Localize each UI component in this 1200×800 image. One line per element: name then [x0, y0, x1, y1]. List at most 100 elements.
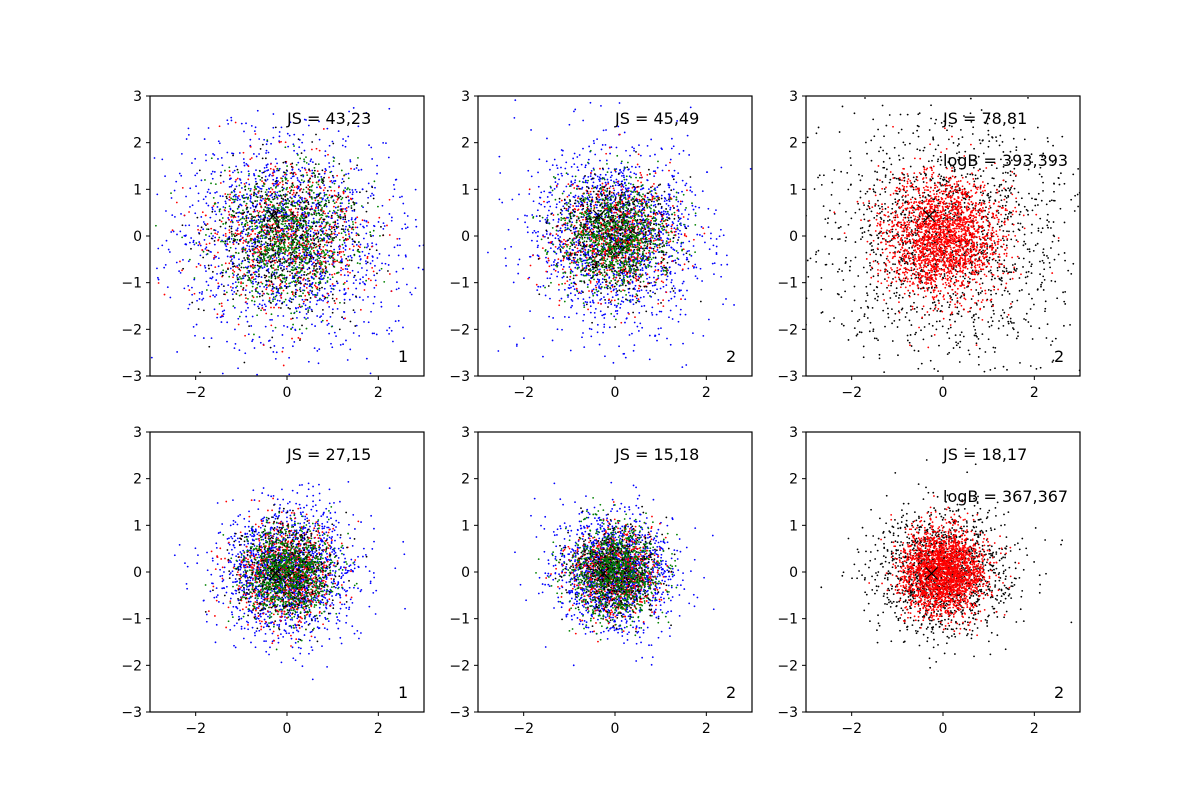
data-point — [245, 163, 248, 165]
data-point — [222, 240, 225, 243]
data-point — [584, 251, 586, 254]
data-point — [298, 146, 301, 149]
data-point — [353, 274, 356, 277]
data-point — [376, 164, 378, 167]
data-point — [603, 246, 606, 249]
data-point — [641, 326, 644, 329]
data-point — [233, 265, 236, 267]
data-point — [279, 204, 281, 206]
data-point — [237, 273, 239, 276]
data-point — [217, 282, 220, 285]
data-point — [331, 254, 334, 257]
data-point — [343, 298, 346, 301]
data-point — [322, 250, 325, 253]
data-point — [653, 237, 656, 240]
data-point — [342, 216, 345, 219]
data-point — [537, 185, 540, 188]
data-point — [284, 250, 286, 253]
data-point — [274, 238, 277, 241]
data-point — [371, 242, 374, 245]
data-point — [331, 297, 334, 300]
data-point — [565, 161, 568, 164]
data-point — [291, 272, 293, 275]
data-point — [289, 233, 292, 236]
data-point — [214, 229, 217, 232]
data-point — [588, 261, 591, 264]
data-point — [588, 327, 591, 330]
data-point — [256, 244, 259, 247]
data-point — [285, 230, 288, 233]
data-point — [261, 258, 264, 261]
data-point — [314, 176, 316, 178]
data-point — [580, 188, 583, 190]
data-point — [307, 280, 309, 283]
data-point — [397, 305, 400, 307]
data-point — [264, 254, 267, 257]
data-point — [242, 248, 245, 251]
data-point — [297, 203, 299, 206]
data-point — [535, 231, 537, 234]
data-point — [243, 130, 245, 133]
data-point — [342, 247, 345, 249]
data-point — [272, 300, 274, 303]
data-point — [217, 287, 219, 290]
data-point — [229, 246, 232, 249]
data-point — [660, 270, 663, 272]
data-point — [289, 257, 292, 260]
data-point — [274, 262, 276, 264]
data-point — [329, 257, 332, 260]
data-point — [557, 230, 560, 232]
data-point — [327, 153, 329, 156]
data-point — [272, 113, 275, 115]
data-point — [274, 295, 277, 298]
data-point — [176, 233, 178, 236]
data-point — [262, 252, 265, 255]
data-point — [253, 303, 256, 306]
data-point — [224, 232, 227, 235]
data-point — [241, 217, 244, 220]
data-point — [296, 154, 299, 156]
data-point — [302, 289, 304, 292]
data-point — [217, 231, 219, 233]
data-point — [601, 281, 604, 284]
data-point — [614, 184, 617, 187]
data-point — [298, 243, 301, 246]
data-point — [234, 328, 236, 331]
data-point — [305, 312, 308, 315]
data-point — [263, 220, 265, 222]
data-point — [215, 294, 218, 296]
data-point — [577, 169, 580, 172]
data-point — [352, 223, 355, 226]
data-point — [299, 337, 302, 340]
data-point — [318, 245, 321, 248]
data-point — [327, 241, 330, 244]
data-point — [543, 205, 546, 208]
data-point — [232, 243, 235, 246]
data-point — [323, 218, 326, 221]
data-point — [221, 274, 224, 277]
data-point — [311, 201, 314, 204]
data-point — [274, 276, 277, 278]
data-point — [344, 190, 347, 193]
data-point — [359, 246, 361, 249]
data-point — [687, 213, 690, 216]
data-point — [301, 174, 304, 176]
data-point — [280, 238, 283, 241]
data-point — [210, 237, 213, 240]
data-point — [301, 242, 304, 245]
data-point — [294, 262, 297, 265]
data-point — [246, 193, 248, 196]
data-point — [302, 188, 305, 191]
data-point — [317, 183, 320, 186]
data-point — [356, 164, 359, 167]
data-point — [574, 294, 577, 296]
data-point — [326, 301, 329, 304]
data-point — [320, 315, 323, 318]
data-point — [231, 152, 233, 155]
data-point — [293, 256, 296, 258]
data-point — [688, 154, 691, 156]
data-point — [291, 162, 294, 165]
data-point — [324, 272, 327, 275]
data-point — [252, 282, 254, 285]
